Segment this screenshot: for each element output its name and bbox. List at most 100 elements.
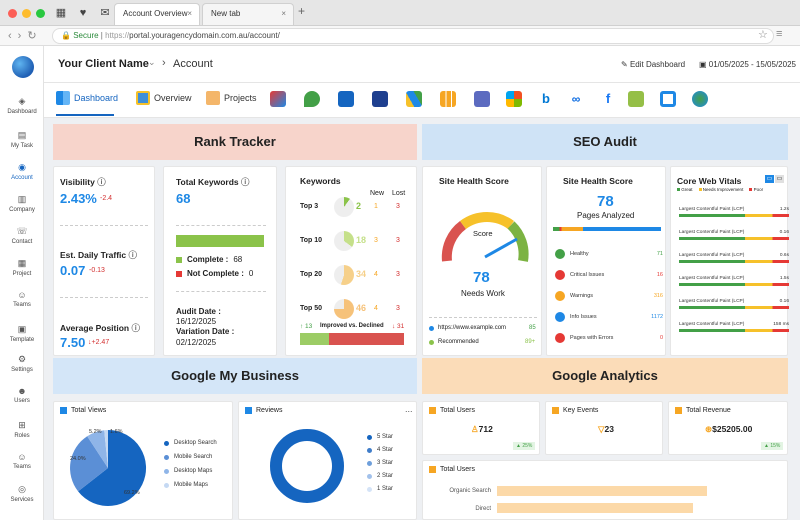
keyword-count: 34 <box>356 269 367 279</box>
sidebar-item-dashboard[interactable]: ◈ Dashboard <box>0 96 44 115</box>
breadcrumb[interactable]: Account <box>173 58 213 70</box>
maps-service-icon[interactable] <box>304 91 320 107</box>
money-icon: ⊛ <box>705 424 713 434</box>
bing-service-icon[interactable]: b <box>538 91 554 107</box>
minimize-window-button[interactable] <box>22 9 31 18</box>
mail-icon[interactable]: ✉ <box>100 7 110 19</box>
sidebar-item-label: Users <box>14 398 30 404</box>
sidebar-item-template[interactable]: ▣ Template <box>0 324 44 343</box>
issue-row[interactable]: Pages with Errors 0 <box>555 333 663 343</box>
sidebar-item-services[interactable]: ◎ Services <box>0 484 44 503</box>
issue-label: Critical Issues <box>570 272 605 278</box>
channel-bar-direct <box>497 503 693 513</box>
grid-icon[interactable]: ▦ <box>55 7 67 19</box>
sidebar-item-company[interactable]: ▥ Company <box>0 194 44 213</box>
sidebar-item-account[interactable]: ◉ Account <box>0 162 44 181</box>
info-icon[interactable]: ⓘ <box>131 323 141 333</box>
legend-4-star: 4 Star <box>367 447 393 453</box>
sidebar-item-label: Account <box>11 175 33 181</box>
close-window-button[interactable] <box>8 9 17 18</box>
heart-icon[interactable]: ♥ <box>79 7 87 19</box>
info-icon[interactable]: ⓘ <box>241 177 250 187</box>
site-url-value: 85 <box>529 325 536 331</box>
tab-account-overview[interactable]: Account Overview × <box>114 3 200 25</box>
pie-slice-desktop-maps <box>87 430 108 468</box>
legend-desktop-search: Desktop Search <box>164 440 217 446</box>
issue-row[interactable]: Warnings 316 <box>555 291 663 301</box>
keyword-lost: 3 <box>396 237 400 244</box>
reviews-card: Reviews ... 5 Star 4 Star 3 Star 2 Star … <box>238 401 417 520</box>
keyword-progress-ring <box>334 299 354 319</box>
google-ads-service-icon[interactable] <box>406 91 422 107</box>
shopify-service-icon[interactable] <box>628 91 644 107</box>
google-analytics-service-icon[interactable] <box>440 91 456 107</box>
seo-audit-banner: SEO Audit <box>422 124 788 160</box>
more-options-icon[interactable]: ... <box>405 404 413 414</box>
sidebar-item-label: Company <box>9 207 35 213</box>
pct-desktop-search: 69.2% <box>124 490 140 496</box>
tab-dashboard[interactable]: Dashboard <box>56 91 118 105</box>
rank-tracker-service-icon[interactable] <box>270 91 286 107</box>
globe-service-icon[interactable] <box>692 91 708 107</box>
sidebar-item-label: Dashboard <box>7 109 37 115</box>
gmb-service-icon[interactable] <box>474 91 490 107</box>
tab-overview[interactable]: Overview <box>136 91 192 105</box>
maximize-window-button[interactable] <box>36 9 45 18</box>
lost-col-header: Lost <box>392 190 406 197</box>
cwv-mobile-toggle[interactable]: ▭ <box>765 175 774 183</box>
sidebar-item-project[interactable]: ▦ Project <box>0 258 44 277</box>
cwv-metric-label: Largest Contentful Paint (LCP) <box>679 299 745 304</box>
keyword-lost: 3 <box>396 305 400 312</box>
issue-row[interactable]: Critical Issues 16 <box>555 270 663 280</box>
close-tab-icon[interactable]: × <box>281 9 286 18</box>
cwv-desktop-toggle[interactable]: ▭ <box>775 175 784 183</box>
issue-row[interactable]: Healthy 71 <box>555 249 663 259</box>
site-health-gauge-card: Site Health Score Score 78 Needs Work ht… <box>422 166 542 356</box>
keyword-count: 2 <box>356 201 362 211</box>
seo-audit-service-icon[interactable] <box>338 91 354 107</box>
chevron-down-icon[interactable]: ⌄ <box>148 57 156 67</box>
sidebar-item-teams[interactable]: ☺ Teams <box>0 290 44 308</box>
browser-menu-icon[interactable]: ≡ <box>776 28 783 40</box>
sidebar-item-contact[interactable]: ☏ Contact <box>0 226 44 245</box>
cwv-legend-needs: Needs Improvement <box>698 187 743 192</box>
ga-users-header: Total Users <box>429 407 475 414</box>
tab-projects[interactable]: Projects <box>206 91 257 105</box>
bookmark-star-icon[interactable]: ☆ <box>758 29 768 41</box>
keyword-row: Top 3 2 1 3 <box>300 197 410 221</box>
sidebar-item-settings[interactable]: ⚙ Settings <box>0 354 44 373</box>
cwv-metric-value: 1.2s <box>779 207 789 212</box>
tag-manager-service-icon[interactable] <box>660 91 676 107</box>
info-icon[interactable]: ⓘ <box>128 250 138 260</box>
recommended-dot <box>429 339 434 345</box>
sidebar-item-my-task[interactable]: ▤ My Task <box>0 130 44 149</box>
issue-row[interactable]: Info Issues 1172 <box>555 312 663 322</box>
ga-revenue-value: ⊛$25205.00 <box>705 424 753 434</box>
nav-arrows[interactable]: ‹›↻ <box>8 30 43 42</box>
site-health-label-2: Site Health Score <box>563 176 633 186</box>
total-keywords-label: Total Keywords ⓘ <box>176 177 250 187</box>
new-tab-button[interactable]: + <box>298 4 306 18</box>
tab-new-tab[interactable]: New tab × <box>202 3 294 25</box>
template-icon: ▣ <box>17 324 27 334</box>
date-range-picker[interactable]: ▣ 01/05/2025 - 15/05/2025 <box>699 60 796 69</box>
microsoft-service-icon[interactable] <box>506 91 522 107</box>
sidebar-item-teams[interactable]: ☺ Teams <box>0 452 44 470</box>
sidebar-item-users[interactable]: ☻ Users <box>0 386 44 404</box>
cwv-metric-bar <box>679 306 789 309</box>
facebook-service-icon[interactable]: f <box>600 91 616 107</box>
client-selector[interactable]: Your Client Name <box>58 58 149 70</box>
ga-users-chart-header: Total Users <box>429 466 475 473</box>
url-input[interactable]: 🔒 Secure | https://portal.youragencydoma… <box>52 28 774 44</box>
teams-icon: ☺ <box>17 290 27 300</box>
info-icon[interactable]: ⓘ <box>97 177 106 187</box>
agency-logo[interactable] <box>12 56 34 78</box>
analytics-service-icon[interactable] <box>372 91 388 107</box>
close-tab-icon[interactable]: × <box>187 9 192 18</box>
keyword-new: 4 <box>374 305 378 312</box>
edit-dashboard-button[interactable]: ✎ Edit Dashboard <box>621 60 685 69</box>
window-controls <box>8 9 45 18</box>
pie-slice-desktop-search <box>78 429 147 506</box>
meta-ads-service-icon[interactable]: ∞ <box>568 91 584 107</box>
sidebar-item-roles[interactable]: ⊞ Roles <box>0 420 44 439</box>
